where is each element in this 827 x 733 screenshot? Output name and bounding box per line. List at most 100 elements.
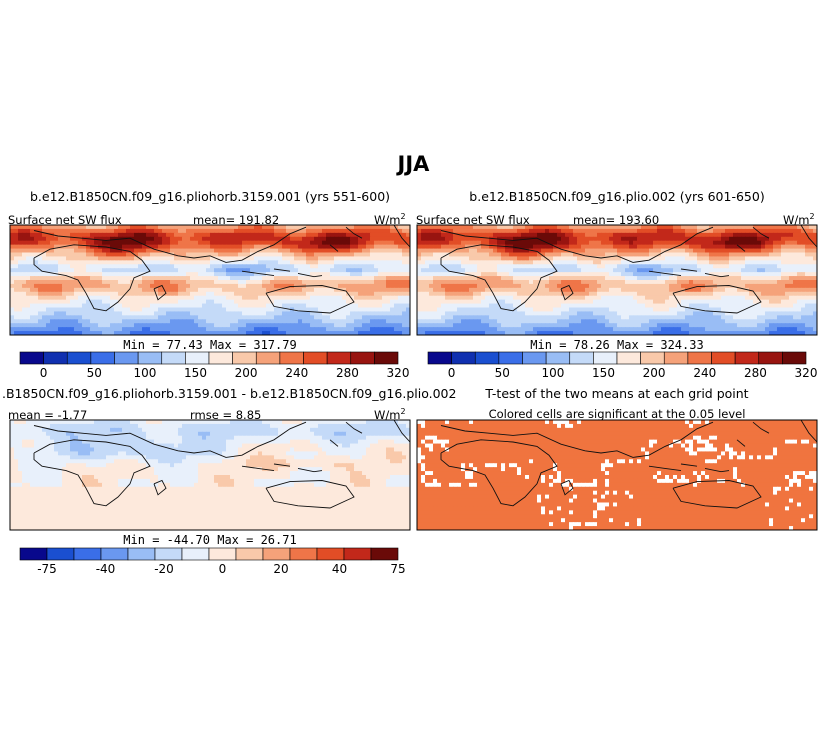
colorbar-panel2-swatch-1 — [451, 351, 476, 365]
colorbar-panel3-swatch-7 — [208, 547, 237, 561]
colorbar-panel1: 0 50 100 150 200 240 280 320 — [19, 351, 409, 380]
colorbar-panel1-swatch-15 — [374, 351, 399, 365]
colorbar-panel2-tick-label-3: 150 — [592, 366, 615, 380]
coastline-1-2 — [153, 284, 167, 301]
coastline-4-9 — [800, 420, 817, 443]
colorbar-panel2-tick-label-2: 100 — [541, 366, 564, 380]
colorbar-panel3-tick-label-1: -40 — [96, 562, 116, 576]
colorbar-panel1-tick-label-2: 100 — [133, 366, 156, 380]
coastline-3-2 — [153, 479, 167, 496]
coastline-4-0 — [440, 439, 558, 507]
main-title: JJA — [397, 152, 430, 176]
panel1-title: b.e12.B1850CN.f09_g16.pliohorb.3159.001 … — [29, 189, 391, 204]
colorbar-panel1-swatch-11 — [279, 351, 304, 365]
panel3-mean: mean = -1.77 — [8, 408, 88, 422]
panel1-field-label: Surface net SW flux — [8, 213, 122, 227]
colorbar-panel2-swatch-13 — [734, 351, 760, 365]
colorbar-panel2-swatch-5 — [545, 351, 571, 365]
colorbar-panel3: -75 -40 -20 0 20 40 75 — [19, 547, 406, 576]
colorbar-panel2-tick-label-0: 0 — [448, 366, 456, 380]
coastline-3-4 — [241, 465, 275, 472]
panel2-units: W/m2 — [783, 212, 815, 227]
colorbar-panel2-swatch-10 — [663, 351, 689, 365]
coastline-3-9 — [393, 420, 410, 443]
coastline-1-5 — [273, 268, 291, 272]
colorbar-panel1-tick-label-0: 0 — [40, 366, 48, 380]
map-frame-2 — [416, 224, 818, 336]
map-cells-2 — [417, 225, 817, 335]
colorbar-panel3-swatch-3 — [100, 547, 129, 561]
colorbar-panel3-swatch-12 — [343, 547, 372, 561]
colorbar-panel1-swatch-7 — [185, 351, 210, 365]
coastline-2-8 — [736, 244, 746, 252]
colorbar-panel1-swatch-3 — [90, 351, 115, 365]
coastlines-4 — [440, 420, 817, 509]
coastline-4-4 — [648, 465, 682, 472]
coastline-2-3 — [672, 285, 762, 314]
colorbar-panel2-swatch-4 — [522, 351, 547, 365]
panel2-mean: mean= 193.60 — [573, 213, 660, 227]
coastline-3-0 — [33, 439, 151, 507]
colorbar-panel3-tick-label-2: -20 — [154, 562, 174, 576]
colorbar-panel3-swatch-10 — [289, 547, 318, 561]
colorbar-panel2-tick-label-6: 280 — [744, 366, 767, 380]
colorbar-panel2-swatch-11 — [687, 351, 712, 365]
colorbar-panel2-tick-label-4: 200 — [643, 366, 666, 380]
coastline-2-4 — [648, 270, 682, 277]
map-panel-1 — [9, 224, 411, 336]
colorbar-panel1-swatch-4 — [114, 351, 139, 365]
colorbar-panel2-swatch-9 — [640, 351, 665, 365]
panel2-field-label: Surface net SW flux — [416, 213, 530, 227]
coastline-4-5 — [680, 463, 698, 467]
coastline-2-6 — [704, 272, 730, 278]
colorbar-panel1-swatch-8 — [208, 351, 233, 365]
colorbar-panel2-swatch-7 — [593, 351, 618, 365]
colorbar-panel2-swatch-12 — [711, 351, 736, 365]
coastline-2-1 — [440, 226, 714, 263]
colorbar-panel3-swatch-13 — [370, 547, 399, 561]
panel3-rmse: rmse = 8.85 — [190, 408, 262, 422]
colorbar-panel3-swatch-9 — [262, 547, 291, 561]
colorbar-panel2-tick-label-5: 240 — [693, 366, 716, 380]
map-panel-3 — [9, 419, 411, 531]
coastline-4-2 — [560, 479, 574, 496]
coastline-2-9 — [800, 225, 817, 248]
panel2-minmax: Min = 78.26 Max = 324.33 — [530, 338, 704, 352]
colorbar-panel3-swatch-6 — [181, 547, 210, 561]
panel3-minmax: Min = -44.70 Max = 26.71 — [123, 533, 297, 547]
coastlines-2 — [440, 225, 817, 314]
colorbar-panel1-tick-label-6: 280 — [336, 366, 359, 380]
colorbar-panel1-swatch-10 — [255, 351, 281, 365]
colorbar-panel2-swatch-15 — [782, 351, 807, 365]
coastline-4-6 — [704, 467, 730, 473]
coastlines-1 — [33, 225, 410, 314]
coastline-4-7 — [752, 421, 770, 434]
colorbar-panel2-tick-label-7: 320 — [795, 366, 818, 380]
coastline-3-3 — [265, 480, 355, 509]
map-frame-4 — [416, 419, 818, 531]
panel4-title: T-test of the two means at each grid poi… — [485, 386, 749, 401]
colorbar-panel3-swatch-8 — [235, 547, 264, 561]
colorbar-panel1-swatch-13 — [326, 351, 352, 365]
colorbar-panel3-tick-label-3: 0 — [219, 562, 227, 576]
coastline-1-6 — [297, 272, 323, 278]
map-cells-4 — [417, 420, 817, 530]
map-panel-4 — [416, 419, 818, 531]
panel4-subtitle: Colored cells are significant at the 0.0… — [488, 407, 746, 421]
coastline-1-9 — [393, 225, 410, 248]
colorbar-panel1-swatch-0 — [19, 351, 44, 365]
panel1-minmax: Min = 77.43 Max = 317.79 — [123, 338, 297, 352]
colorbar-panel3-swatch-5 — [154, 547, 183, 561]
colorbar-panel1-swatch-6 — [161, 351, 186, 365]
colorbar-panel2-swatch-14 — [758, 351, 783, 365]
panel3-units: W/m2 — [374, 407, 406, 422]
coastline-2-5 — [680, 268, 698, 272]
map-frame-3 — [9, 419, 411, 531]
colorbar-panel3-swatch-0 — [19, 547, 48, 561]
coastline-2-0 — [440, 244, 558, 312]
map-panel-2 — [416, 224, 818, 336]
coastline-1-4 — [241, 270, 275, 277]
panel3-title: .B1850CN.f09_g16.pliohorb.3159.001 - b.e… — [2, 386, 457, 401]
colorbar-panel3-swatch-11 — [316, 547, 345, 561]
